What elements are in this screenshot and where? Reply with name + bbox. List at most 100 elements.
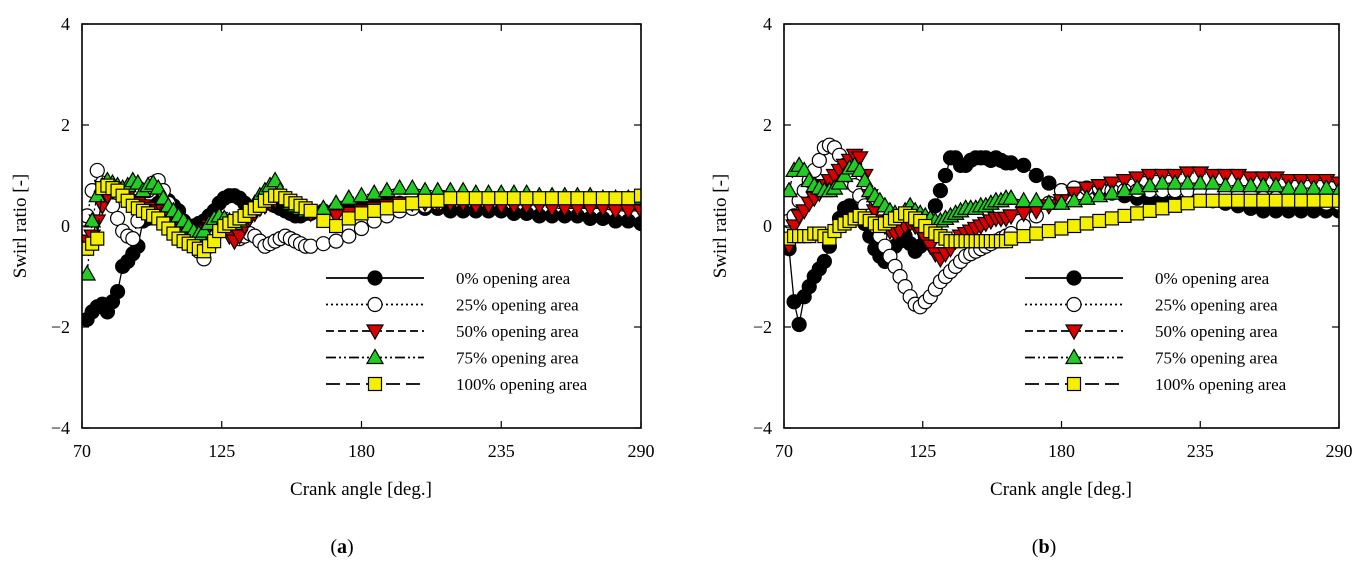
data-point-series-4 [1117, 208, 1132, 223]
data-point-series-4 [1319, 193, 1334, 208]
data-point-series-3 [1077, 189, 1096, 205]
data-point-series-4 [417, 193, 433, 208]
y-tick-label: 2 [763, 115, 772, 135]
data-point-series-4 [506, 191, 522, 206]
data-point-series-3 [1027, 191, 1046, 208]
legend-marker-2 [1064, 324, 1084, 341]
data-point-series-4 [1016, 229, 1031, 244]
data-point-series-2 [631, 204, 641, 221]
data-point-series-3 [850, 161, 869, 178]
y-tick-label: 2 [61, 115, 70, 135]
data-point-series-4 [1003, 231, 1019, 246]
data-point-series-4 [532, 191, 547, 206]
data-point-series-4 [392, 198, 407, 213]
data-point-series-4 [405, 196, 420, 211]
data-point-series-4 [303, 203, 318, 218]
data-point-series-4 [1104, 211, 1120, 226]
data-point-series-3 [339, 189, 358, 205]
x-tick-label: 125 [208, 441, 235, 461]
data-point-series-3 [1216, 176, 1235, 193]
data-point-series-0 [1028, 167, 1044, 184]
ticks-b: 70 125 180 235 290 −4 −2 0 2 4 [753, 14, 1353, 461]
data-point-series-4 [456, 191, 471, 206]
y-tick-label: 0 [763, 216, 772, 236]
data-point-series-4 [1054, 221, 1069, 236]
x-tick-label: 235 [1187, 441, 1214, 461]
data-point-series-3 [1128, 178, 1147, 195]
data-point-series-3 [1014, 191, 1033, 208]
data-point-series-4 [1306, 193, 1321, 208]
x-tick-label: 290 [628, 441, 655, 461]
data-point-series-0 [1003, 155, 1019, 171]
data-point-series-3 [403, 178, 422, 195]
data-point-series-4 [481, 191, 496, 206]
y-tick-label: 0 [61, 216, 70, 236]
data-point-series-4 [1142, 203, 1157, 218]
data-point-series-3 [1090, 186, 1109, 203]
legend-label-1: 25% opening area [1155, 296, 1278, 315]
data-point-series-3 [82, 264, 97, 281]
legend-label-4: 100% opening area [456, 375, 588, 394]
data-point-series-4 [570, 191, 585, 206]
data-point-series-4 [379, 201, 395, 216]
data-point-series-3 [1153, 173, 1172, 190]
data-point-series-1 [89, 162, 105, 179]
x-axis-label-b: Crank angle [deg.] [990, 479, 1132, 500]
x-tick-label: 70 [73, 441, 91, 461]
data-point-series-4 [583, 191, 598, 206]
data-point-series-3 [1229, 176, 1248, 193]
data-point-series-3 [83, 211, 102, 228]
y-tick-label: 4 [763, 14, 772, 34]
data-point-series-1 [109, 210, 126, 227]
data-point-series-4 [430, 193, 445, 208]
data-point-series-0 [633, 215, 641, 232]
y-tick-label: −2 [51, 317, 70, 337]
data-point-series-0 [816, 253, 832, 269]
data-point-series-2 [230, 229, 249, 246]
data-point-series-4 [544, 191, 560, 206]
data-point-series-4 [316, 213, 331, 229]
data-point-series-0 [791, 316, 807, 333]
data-point-series-3 [1254, 176, 1273, 193]
legend-marker-2 [365, 324, 385, 341]
y-axis-label-b: Swirl ratio [-] [710, 174, 731, 278]
x-tick-label: 180 [1048, 441, 1075, 461]
data-point-series-4 [354, 206, 369, 221]
data-point-series-3 [1241, 176, 1260, 193]
data-point-series-0 [1041, 175, 1057, 191]
legend-marker-0 [1066, 270, 1082, 286]
data-point-series-4 [557, 191, 572, 206]
data-point-series-4 [1041, 223, 1056, 239]
data-point-series-0 [109, 284, 126, 300]
data-point-series-1 [315, 236, 331, 252]
data-point-series-3 [352, 186, 371, 203]
legend-b: 0% opening area 25% opening area 50% openi… [1025, 269, 1287, 394]
data-point-series-3 [1102, 183, 1121, 200]
panel-label-b: (b) [1032, 536, 1056, 558]
data-point-series-4 [341, 211, 356, 226]
data-point-series-4 [1130, 206, 1145, 221]
data-point-series-4 [1167, 198, 1183, 213]
data-point-series-3 [1039, 194, 1058, 210]
data-point-series-4 [633, 188, 641, 203]
x-tick-label: 180 [348, 441, 375, 461]
data-point-series-1 [125, 231, 141, 247]
data-point-series-4 [328, 218, 344, 234]
data-point-series-1 [303, 238, 319, 254]
data-point-series-0 [937, 167, 954, 184]
data-point-series-3 [1165, 173, 1185, 190]
legend-label-1: 25% opening area [456, 296, 579, 315]
data-point-series-0 [932, 183, 949, 199]
data-point-series-4 [1067, 218, 1082, 234]
x-tick-label: 235 [488, 441, 515, 461]
legend-marker-1 [1066, 296, 1082, 313]
legend-label-0: 0% opening area [456, 269, 571, 288]
data-point-series-4 [519, 191, 534, 206]
data-point-series-4 [1294, 193, 1309, 208]
plot-area-a [82, 162, 641, 328]
data-point-series-4 [1331, 193, 1339, 208]
legend-label-3: 75% opening area [456, 349, 579, 368]
data-point-series-1 [811, 152, 827, 168]
plot-area-b [784, 137, 1339, 333]
panel-b: 70 125 180 235 290 −4 −2 0 2 4 Crank angle [deg.]… [710, 14, 1353, 558]
